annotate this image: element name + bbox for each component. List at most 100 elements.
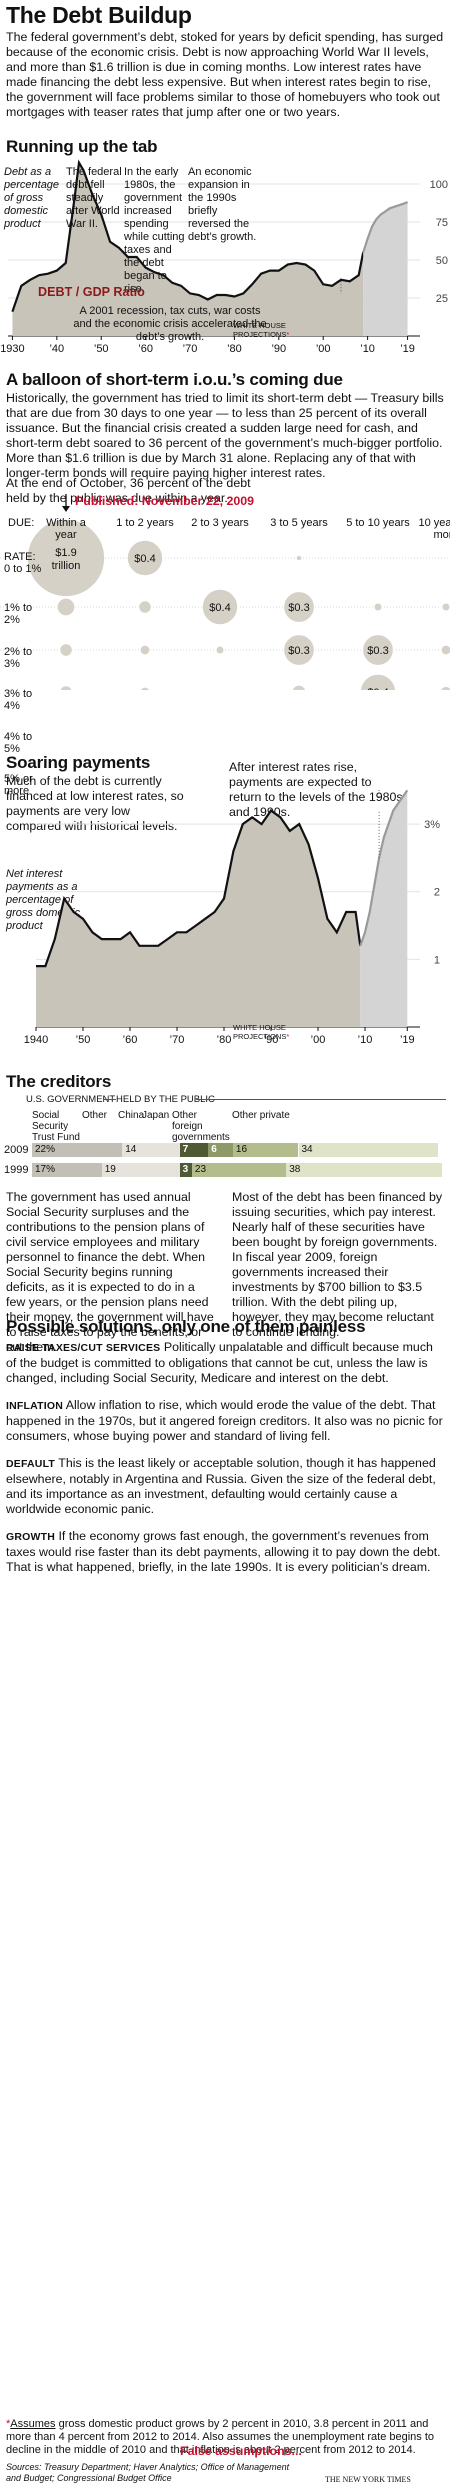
solution-taxes-label: RAISE TAXES/CUT SERVICES <box>6 1342 161 1354</box>
bubble <box>140 686 150 690</box>
public-header: HELD BY THE PUBLIC <box>116 1094 215 1105</box>
due-column-header: 2 to 3 years <box>191 517 249 529</box>
creditor-bar-segment: 23 <box>191 1163 287 1177</box>
nyt-credit: THE NEW YORK TIMES <box>325 2475 411 2484</box>
solution-default-label: DEFAULT <box>6 1458 56 1470</box>
published-date: Published: November 22, 2009 <box>75 494 255 508</box>
chart1-xtick: ’70 <box>183 343 198 355</box>
creditor-bar-segment: 14 <box>122 1143 180 1157</box>
chart3-ytick: 1 <box>434 954 440 966</box>
creditor-bar-segment: 16 <box>232 1143 299 1157</box>
creditor-column-label: China <box>118 1110 145 1121</box>
footnote-text: gross domestic product grows by 2 percen… <box>6 2418 435 2456</box>
section-title-payments: Soaring payments <box>6 753 151 772</box>
chart1-xtick: ’10 <box>360 343 375 355</box>
due-column-header: 3 to 5 years <box>270 517 328 529</box>
chart3-asterisk: * <box>286 1032 290 1041</box>
debt-area-series <box>12 162 364 336</box>
section-title-running-tab: Running up the tab <box>6 137 158 156</box>
chart1-xtick: 1930 <box>0 343 24 355</box>
annotation-1980s: In the early 1980s, the government incre… <box>124 166 185 295</box>
creditor-column-label: Japan <box>142 1110 170 1121</box>
debt-gdp-chart: 1930 ’40 ’50 ’60 ’70 ’80 ’90 ’00 ’10 ’19 25 50 75 100… <box>0 159 448 355</box>
bubble <box>217 689 223 690</box>
footnote-asterisk: * <box>6 2418 11 2430</box>
creditor-bar-segment: 38 <box>286 1163 442 1177</box>
chart1-xtick: ’19 <box>400 343 415 355</box>
interest-area-series <box>36 810 361 1027</box>
creditor-row-year: 2009 <box>4 1144 29 1156</box>
annotation-ww2: The federal debt fell steadily after Wor… <box>66 166 122 230</box>
bubble <box>291 684 307 690</box>
bubble <box>283 591 315 623</box>
bubble <box>201 588 239 626</box>
section-title-creditors: The creditors <box>6 1072 112 1091</box>
bubble <box>59 643 73 657</box>
solution-inflation: INFLATION Allow inflation to rise, which… <box>6 1398 446 1444</box>
gov-header: U.S. GOVERNMENT <box>26 1094 116 1105</box>
rate-row-label: 2% to 3% <box>4 646 33 670</box>
bubble-label: $0.4 <box>134 553 155 565</box>
chart1-xtick: ’60 <box>138 343 153 355</box>
creditor-bar-segment: 19 <box>101 1163 180 1177</box>
creditor-row-year: 1999 <box>4 1164 29 1176</box>
balloon-note: At the end of October, 36 percent of the… <box>6 476 251 505</box>
rate-row-label: 0 to 1% <box>4 563 42 575</box>
annotation-1990s: An economic expansion in the 1990s brief… <box>188 166 257 243</box>
chart1-ytick: 25 <box>436 293 448 305</box>
rate-row-label: 3% to 4% <box>4 688 33 712</box>
creditor-bar-segment: 3 <box>179 1163 192 1177</box>
due-column-header: 5 to 10 years <box>346 517 410 529</box>
payments-right-text: After interest rates rise, payments are … <box>229 760 403 819</box>
solution-growth: GROWTH If the economy grows fast enough,… <box>6 1529 446 1575</box>
bubble <box>138 600 152 614</box>
chart1-xtick: ’00 <box>316 343 331 355</box>
bubble <box>373 602 383 612</box>
chart1-asterisk: * <box>286 330 290 339</box>
rate-row-label: 5% or more <box>4 773 33 797</box>
interest-payments-chart: 1940 ’50 ’60 ’70 ’80 ’90 ’00 ’10 ’19 1 2 3% <box>24 790 440 1046</box>
creditor-header-row: U.S. GOVERNMENT HELD BY THE PUBLIC <box>6 1093 446 1107</box>
chart1-projection-label: WHITE HOUSE PROJECTIONS* <box>233 321 303 339</box>
projection-line <box>362 201 408 253</box>
solution-inflation-text: Allow inflation to rise, which would ero… <box>6 1398 443 1443</box>
chart3-xtick: ’90 <box>264 1034 279 1046</box>
creditors-text-right: Most of the debt has been financed by is… <box>232 1190 443 1339</box>
payments-left-text: Much of the debt is currently financed a… <box>6 774 184 833</box>
chart3-xtick: ’50 <box>76 1034 91 1046</box>
ratio-label: DEBT / GDP Ratio <box>38 285 145 299</box>
interest-projection-line <box>359 790 409 947</box>
interest-line-series <box>36 809 362 968</box>
chart3-xtick: ’00 <box>311 1034 326 1046</box>
assumptions-footnote: *Assumes gross domestic product grows by… <box>6 2418 446 2457</box>
bubble <box>441 602 450 612</box>
rate-row-label: 4% to 5% <box>4 731 33 755</box>
chart3-xtick: ’10 <box>358 1034 373 1046</box>
solutions-list: RAISE TAXES/CUT SERVICES Politically unp… <box>6 1340 446 1587</box>
solution-taxes-text: Politically unpalatable and difficult be… <box>6 1340 433 1385</box>
bubble <box>215 645 225 655</box>
creditor-column-label: Other foreign governments <box>172 1110 230 1143</box>
page-title: The Debt Buildup <box>6 2 192 28</box>
chart1-xtick: ’40 <box>49 343 64 355</box>
solution-growth-text: If the economy grows fast enough, the go… <box>6 1529 441 1574</box>
solution-taxes: RAISE TAXES/CUT SERVICES Politically unp… <box>6 1340 446 1386</box>
bubble-label: $0.4 <box>209 602 230 614</box>
section-title-balloon: A balloon of short-term i.o.u.’s coming … <box>6 370 343 389</box>
bubble <box>59 685 73 690</box>
balloon-body: Historically, the government has tried t… <box>6 391 444 480</box>
bubble <box>440 644 450 656</box>
solution-default: DEFAULT This is the least likely or acce… <box>6 1456 446 1517</box>
chart3-projection-label: WHITE HOUSE PROJECTIONS* <box>233 1023 303 1041</box>
creditor-bar-segment: 6 <box>208 1143 233 1157</box>
chart3-ytick: 2 <box>434 887 440 899</box>
debt-line-series <box>11 159 365 313</box>
creditor-bar-segment: 7 <box>179 1143 209 1157</box>
due-label: DUE: <box>8 517 35 529</box>
chart1-ytick: 50 <box>436 255 448 267</box>
chart3-xtick: ’70 <box>170 1034 185 1046</box>
intro-text: The federal government’s debt, stoked fo… <box>6 30 444 119</box>
due-column-header: 10 years or more <box>418 517 450 541</box>
chart3-xtick: ’19 <box>400 1034 415 1046</box>
